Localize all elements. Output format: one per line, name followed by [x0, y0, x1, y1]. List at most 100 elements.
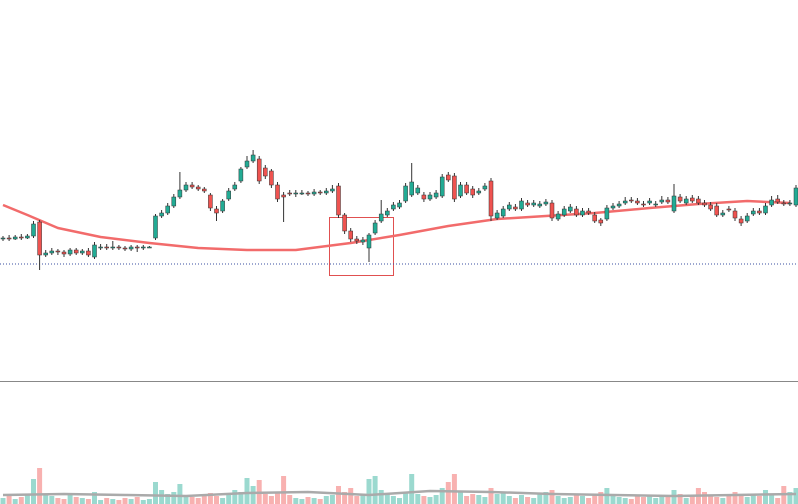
candle-body — [244, 160, 250, 168]
candle-body — [622, 200, 628, 204]
volume-bar — [244, 478, 250, 504]
volume-bar — [641, 497, 646, 504]
volume-bar — [677, 494, 683, 504]
candle-body — [458, 184, 463, 197]
volume-bar — [311, 498, 317, 504]
volume-bar — [262, 494, 268, 504]
candle-body — [568, 206, 573, 212]
volume-bar — [37, 468, 43, 504]
volume-bar — [647, 495, 653, 504]
volume-bar — [634, 496, 640, 504]
candle-body — [336, 185, 341, 216]
volume-bar — [628, 499, 634, 504]
candle-body — [641, 203, 646, 206]
volume-bar — [49, 496, 55, 504]
candle-body — [214, 208, 219, 214]
volume-bar — [738, 495, 744, 504]
candle-body — [482, 185, 488, 190]
volume-bar — [268, 496, 274, 504]
candle-body — [19, 236, 24, 239]
volume-bar — [769, 494, 775, 504]
volume-bar — [43, 494, 49, 504]
candle-body — [263, 167, 268, 177]
candle-body — [433, 192, 439, 198]
volume-bar — [464, 496, 470, 504]
candle-body — [519, 200, 524, 210]
volume-bar — [110, 499, 116, 504]
candle-body — [580, 210, 585, 216]
candle-body — [324, 190, 329, 194]
candle-body — [427, 194, 433, 200]
candle-body — [116, 246, 122, 249]
candle-body — [690, 197, 695, 202]
volume-bar — [238, 492, 244, 504]
volume-bar — [6, 496, 12, 504]
volume-bar — [323, 496, 329, 504]
candle-body — [494, 212, 500, 219]
candle-body — [141, 246, 146, 249]
candle-body — [446, 174, 451, 181]
candle-body — [0, 237, 6, 240]
volume-bar — [177, 484, 183, 504]
candle-body — [238, 168, 244, 182]
volume-bar — [122, 498, 128, 504]
candle-body — [507, 204, 512, 210]
candle-body — [256, 158, 262, 182]
volume-bar — [195, 498, 201, 504]
candle-body — [775, 198, 780, 203]
volume-bar — [85, 499, 91, 504]
volume-bar — [342, 492, 348, 504]
volume-bar — [390, 496, 396, 504]
volume-bar — [561, 498, 567, 504]
candle-body — [195, 186, 201, 190]
volume-bar — [787, 492, 793, 504]
volume-bar — [555, 496, 561, 504]
volume-bar — [250, 486, 256, 504]
volume-bar — [18, 497, 24, 504]
volume-bar — [433, 495, 439, 504]
candle-body — [513, 206, 518, 210]
candle-body — [769, 199, 774, 206]
candle-body — [470, 188, 475, 196]
volume-bar — [299, 499, 305, 504]
volume-bar — [702, 492, 707, 504]
candle-body — [293, 192, 299, 195]
candle-body — [269, 170, 274, 186]
volume-bar — [567, 497, 573, 504]
volume-bar — [616, 497, 622, 504]
candle-body — [696, 198, 701, 204]
candle-body — [586, 210, 591, 214]
candle-body — [43, 252, 48, 256]
volume-bar — [348, 488, 354, 504]
candle-body — [25, 235, 30, 239]
volume-bar — [714, 497, 720, 504]
candle-body — [220, 200, 225, 212]
candle-body — [720, 212, 726, 216]
volume-bar — [763, 490, 768, 504]
candle-body — [574, 208, 579, 216]
volume-bar — [744, 497, 750, 504]
candle-body — [391, 204, 396, 210]
volume-bar — [580, 496, 585, 504]
volume-bar — [592, 495, 598, 504]
candle-body — [147, 246, 152, 249]
volume-bar — [183, 496, 189, 504]
candle-body — [452, 175, 457, 200]
candle-body — [439, 176, 445, 197]
volume-average-line — [2, 489, 797, 498]
volume-bar — [201, 495, 207, 504]
candle-body — [73, 249, 79, 254]
volume-bar — [55, 498, 61, 504]
volume-bar — [12, 499, 18, 504]
candle-body — [275, 184, 280, 200]
volume-bar — [397, 498, 402, 504]
volume-bar — [689, 496, 695, 504]
candle-body — [250, 154, 256, 162]
candle-body — [226, 190, 231, 200]
volume-bar — [140, 500, 146, 504]
candle-body — [31, 223, 36, 237]
volume-bar — [573, 494, 579, 504]
candle-body — [702, 202, 707, 206]
volume-bar — [470, 494, 476, 504]
